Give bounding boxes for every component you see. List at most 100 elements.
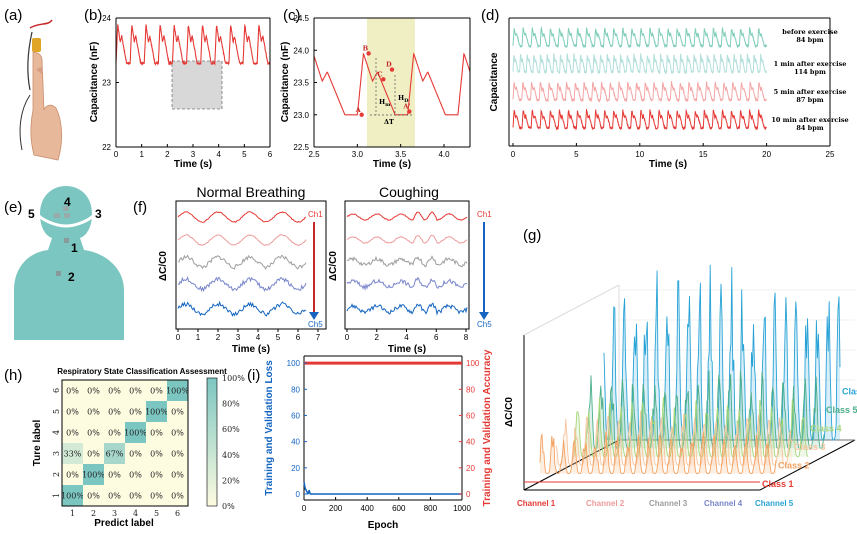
chart-h-xlabel: Predict label	[94, 518, 154, 529]
chart-h-xtick-label: 1	[70, 509, 75, 518]
chart-h-cell-label: 0%	[129, 408, 142, 417]
panel-label-e: (e)	[4, 199, 22, 216]
chart-h-cell	[83, 464, 104, 485]
chart-h-cell	[125, 401, 146, 422]
chart-i-xlabel: Epoch	[368, 520, 399, 531]
chart-h-cell	[125, 485, 146, 506]
chart-c-point	[359, 112, 364, 117]
chart-h-ytick-label: 3	[52, 451, 61, 456]
chart-c-point	[407, 109, 412, 114]
chart-h-cell	[104, 485, 125, 506]
chart-h-cell-label: 0%	[87, 408, 100, 417]
chart-h-cell	[104, 401, 125, 422]
chart-h-cell-label: 0%	[108, 429, 121, 438]
chart-h-cell	[104, 422, 125, 443]
chart-d-rate-label: 114 bpm	[794, 68, 826, 76]
chart-h-cell	[167, 401, 188, 422]
chart-h-cell	[83, 422, 104, 443]
body-illustration: 4 5 3 1 2	[14, 186, 124, 340]
chart-b-xtick-label: 2	[165, 150, 170, 159]
chart-f-channel-line	[177, 254, 307, 270]
chart-h-cell	[146, 401, 167, 422]
chart-h-cell-label: 33%	[64, 450, 82, 459]
chart-h-ytick-label: 2	[52, 472, 61, 477]
chart-b-ytick-label: 22	[102, 143, 111, 152]
chart-h-cell	[146, 380, 167, 401]
chart-h-cell	[167, 485, 188, 506]
chart-g-class-fill	[604, 264, 840, 440]
sensor-site-marker	[54, 213, 60, 218]
panel-label-i: (i)	[247, 367, 260, 384]
chart-h-colorbar	[206, 377, 218, 507]
chart-h-cell	[83, 380, 104, 401]
chart-b-xlabel: Time (s)	[174, 159, 212, 170]
chart-c-annot-dt: ΔT	[384, 118, 394, 126]
chart-g-class-label: Class 4	[810, 424, 842, 434]
chart-b-ytick-label: 24	[102, 14, 111, 23]
chart-f-xtick-label: 4	[404, 333, 409, 342]
chart-h-cell-label: 0%	[171, 408, 184, 417]
chart-f-ylabel-normal: ΔC/C0	[158, 251, 169, 281]
body-site-5: 5	[28, 207, 35, 221]
chart-h: Respiratory State Classification Assessm…	[32, 367, 245, 529]
chart-h-cell-label: 0%	[171, 429, 184, 438]
chart-f-xtick-label: 2	[216, 333, 221, 342]
chart-h-cell	[62, 485, 83, 506]
chart-c-ytick-label: 23.0	[293, 111, 309, 120]
chart-g-channel-label: Channel 1	[517, 499, 556, 508]
chart-c-ytick-label: 22.5	[293, 143, 309, 152]
chart-h-cell-label: 0%	[87, 492, 100, 501]
chart-f-ylabel-cough: ΔC/C0	[328, 251, 339, 281]
chart-h-cell-label: 0%	[129, 471, 142, 480]
chart-h-cell	[62, 380, 83, 401]
chart-d-rate-label: 87 bpm	[796, 96, 823, 104]
sensor-site-marker	[64, 238, 69, 243]
chart-g-channel-label: Channel 3	[649, 499, 688, 508]
sensor-site-marker	[56, 271, 61, 276]
chart-g-class-label: Class 2	[778, 461, 810, 471]
chart-c-point-label: B	[363, 44, 369, 52]
chart-g-class-line	[539, 431, 777, 475]
chart-c-xtick-label: 3.5	[395, 150, 407, 159]
chart-g-zlabel: ΔC/C0	[504, 397, 515, 427]
chart-i-ytick-right-label: 40	[466, 438, 475, 447]
chart-h-colorbar-tick: 100%	[222, 374, 245, 383]
chart-h-xtick-label: 6	[175, 509, 180, 518]
chart-d-xlabel: Time (s)	[649, 159, 687, 170]
chart-i-xtick-label: 600	[392, 504, 406, 513]
chart-h-colorbar-tick: 80%	[222, 400, 240, 409]
chart-h-cell-label: 0%	[150, 429, 163, 438]
chart-h-cell-label: 0%	[150, 450, 163, 459]
chart-h-cell	[167, 443, 188, 464]
chart-h-cell-label: 0%	[129, 387, 142, 396]
chart-c-ytick-label: 24.0	[293, 46, 309, 55]
chart-h-cell-label: 0%	[171, 492, 184, 501]
chart-h-xtick-label: 5	[154, 509, 159, 518]
panel-label-b: (b)	[84, 7, 102, 24]
chart-d-xtick-label: 25	[826, 150, 835, 159]
chart-b-xtick-label: 4	[216, 150, 221, 159]
chart-h-colorbar-tick: 20%	[222, 476, 240, 485]
chart-f-xtick-label: 6	[434, 333, 439, 342]
chart-h-colorbar-tick: 0%	[222, 502, 235, 511]
chart-f-channel-line	[177, 211, 307, 223]
chart-i-loss-line	[303, 481, 462, 495]
chart-h-cell	[104, 464, 125, 485]
chart-g-class-label: Class 5	[826, 405, 857, 415]
chart-c-ytick-label: 24.5	[293, 14, 309, 23]
chart-c-xlabel: Time (s)	[373, 159, 411, 170]
chart-d-series-line	[512, 52, 768, 75]
chart-f-xtick-label: 1	[196, 333, 201, 342]
chart-f-channel-line	[177, 300, 307, 317]
chart-g-channel-label: Channel 4	[704, 499, 743, 508]
chart-f-xtick-label: 2	[375, 333, 380, 342]
chart-f-ch5-normal: Ch5	[308, 320, 323, 329]
chart-h-cell-label: 0%	[150, 387, 163, 396]
chart-f-xtick-label: 3	[236, 333, 241, 342]
chart-c-annot-hd: HD	[398, 94, 409, 104]
panel-label-c: (c)	[283, 7, 301, 24]
chart-c-ylabel: Capacitance (nF)	[280, 42, 291, 123]
panel-label-f: (f)	[133, 199, 147, 216]
